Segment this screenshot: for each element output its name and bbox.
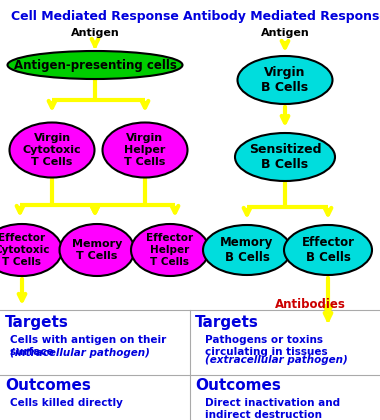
Text: Antigen: Antigen [261, 28, 309, 38]
Ellipse shape [235, 133, 335, 181]
Text: Pathogens or toxins
circulating in tissues: Pathogens or toxins circulating in tissu… [205, 335, 328, 368]
Text: Effector
Cytotoxic
T Cells: Effector Cytotoxic T Cells [0, 234, 50, 267]
Ellipse shape [60, 224, 135, 276]
Text: Virgin
B Cells: Virgin B Cells [261, 66, 309, 94]
Text: Memory
T Cells: Memory T Cells [72, 239, 122, 261]
Ellipse shape [284, 225, 372, 275]
Ellipse shape [203, 225, 291, 275]
Text: Antigen-presenting cells: Antigen-presenting cells [14, 58, 176, 71]
Text: Outcomes: Outcomes [5, 378, 91, 393]
Text: Cells killed directly: Cells killed directly [10, 398, 123, 408]
Text: Cells with antigen on their
surface: Cells with antigen on their surface [10, 335, 166, 357]
Text: Antibody Mediated Response: Antibody Mediated Response [182, 10, 380, 23]
Text: Effector
B Cells: Effector B Cells [301, 236, 355, 264]
Ellipse shape [131, 224, 209, 276]
Text: Effector
Helper
T Cells: Effector Helper T Cells [146, 234, 193, 267]
Text: (extracellular pathogen): (extracellular pathogen) [205, 355, 348, 365]
Text: Direct inactivation and
indirect destruction: Direct inactivation and indirect destruc… [205, 398, 340, 420]
Text: Antigen: Antigen [71, 28, 119, 38]
Ellipse shape [103, 123, 187, 178]
Text: Targets: Targets [195, 315, 259, 330]
Text: Outcomes: Outcomes [195, 378, 281, 393]
Text: Memory
B Cells: Memory B Cells [220, 236, 274, 264]
Ellipse shape [0, 224, 62, 276]
Text: Virgin
Cytotoxic
T Cells: Virgin Cytotoxic T Cells [23, 134, 81, 167]
Text: Cell Mediated Response: Cell Mediated Response [11, 10, 179, 23]
Text: Antibodies: Antibodies [275, 299, 345, 312]
Text: Targets: Targets [5, 315, 69, 330]
Ellipse shape [8, 51, 182, 79]
Text: Sensitized
B Cells: Sensitized B Cells [249, 143, 321, 171]
Text: (intracellular pathogen): (intracellular pathogen) [10, 348, 150, 358]
Ellipse shape [10, 123, 95, 178]
Text: Virgin
Helper
T Cells: Virgin Helper T Cells [124, 134, 166, 167]
Ellipse shape [238, 56, 332, 104]
